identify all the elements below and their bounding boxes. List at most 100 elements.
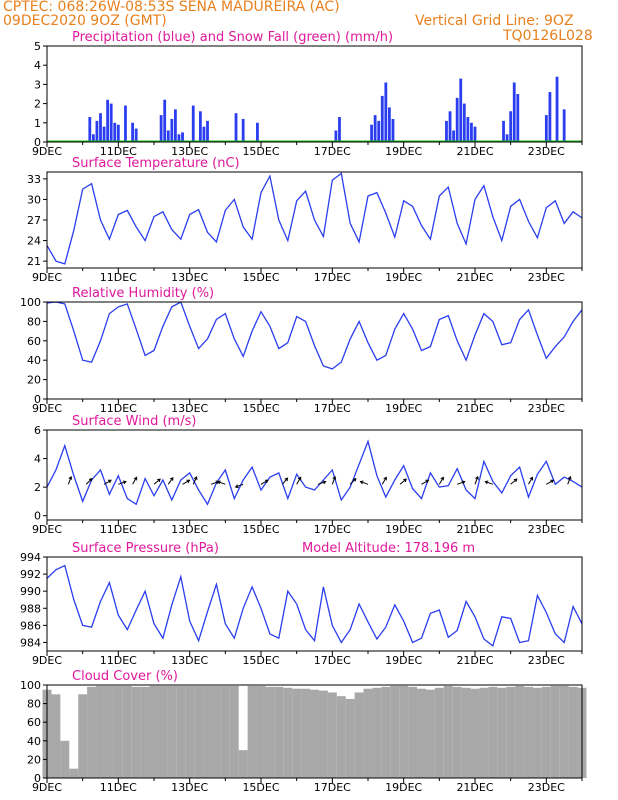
y-tick-label: 80 [27, 315, 41, 328]
cloud-bar [274, 686, 284, 778]
y-tick-label: 990 [20, 585, 41, 598]
precip-bar [384, 82, 388, 142]
cloud-bar [470, 688, 480, 778]
precip-bar [373, 115, 377, 142]
cloud-bar [194, 685, 204, 778]
cloud-bar [479, 687, 489, 778]
x-tick-label: 19DEC [385, 402, 422, 415]
cloud-bar [399, 685, 409, 778]
precip-bar [174, 109, 177, 142]
wind-arrow [260, 479, 269, 485]
y-tick-label: 0 [34, 136, 41, 149]
cloud-bar [327, 692, 337, 778]
cloud-bar [113, 685, 123, 778]
precip-bar [502, 120, 505, 142]
x-tick-label: 21DEC [456, 781, 493, 794]
cloud-bar [310, 689, 319, 778]
cloud-bar [140, 686, 150, 778]
wind-arrow-head [193, 476, 198, 481]
wind-arrow-head [322, 480, 327, 485]
x-tick-label: 17DEC [314, 402, 351, 415]
x-tick-label: 11DEC [100, 402, 137, 415]
x-tick-label: 19DEC [385, 145, 422, 158]
precip-bar [256, 122, 259, 142]
precip-bar [191, 105, 195, 142]
model-altitude: Model Altitude: 178.196 m [302, 541, 475, 556]
cloud-bar [211, 685, 221, 778]
wind-arrow-head [513, 478, 518, 483]
x-tick-label: 15DEC [242, 402, 279, 415]
cloud-bar [363, 688, 373, 778]
cloud-bar [434, 687, 444, 778]
x-tick-label: 11DEC [100, 654, 137, 667]
cloud-bar [390, 685, 400, 778]
wind-arrow [282, 477, 288, 485]
wind-arrow [192, 476, 198, 485]
wind-arrow [296, 477, 302, 485]
precip-bar [109, 103, 113, 142]
cloud-bar [452, 686, 462, 778]
wind-arrow [381, 477, 387, 485]
x-tick-label: 13DEC [171, 654, 208, 667]
x-tick-label: 15DEC [242, 271, 279, 284]
y-tick-label: 0 [34, 393, 41, 406]
wind-arrow-head [133, 476, 138, 481]
precip-bar [388, 107, 391, 142]
wind-arrow-head [359, 480, 364, 485]
cloud-bar [122, 685, 132, 778]
x-tick-label: 13DEC [171, 402, 208, 415]
cloud-bar [541, 686, 551, 778]
wind-arrow [438, 477, 444, 485]
precip-bar [544, 115, 548, 142]
precip-bar [95, 120, 99, 142]
precip-bar [106, 99, 110, 142]
cloud-bar [550, 685, 560, 778]
precip-bar [338, 117, 341, 142]
cloud-bar [532, 687, 542, 778]
wind-arrow-head [122, 480, 127, 485]
precip-bar [99, 113, 102, 142]
y-tick-label: 994 [20, 551, 41, 564]
precip-bar [134, 128, 138, 142]
cloud-bar [51, 694, 61, 778]
wind-arrow [317, 481, 326, 485]
panel-title: Precipitation (blue) and Snow Fall (gree… [72, 30, 393, 45]
precip-bar [452, 130, 455, 142]
y-tick-label: 80 [27, 698, 41, 711]
y-tick-label: 2 [34, 481, 41, 494]
y-tick-label: 27 [27, 214, 41, 227]
precip-bar [241, 118, 245, 142]
header-code: TQ0126L028 [503, 28, 593, 44]
x-tick-label: 17DEC [314, 145, 351, 158]
cloud-bar [345, 698, 355, 778]
y-tick-label: 0 [34, 510, 41, 523]
y-tick-label: 986 [20, 619, 41, 632]
cloud-bar [524, 686, 533, 778]
wind-arrow-head [169, 476, 174, 481]
cloud-bar [497, 687, 507, 778]
cloud-bar [443, 685, 453, 778]
wind-arrow-head [352, 477, 357, 482]
wind-arrow [182, 479, 190, 485]
x-tick-label: 23DEC [528, 523, 565, 536]
panel-frame [46, 301, 583, 400]
cloud-bar [318, 690, 328, 778]
precip-bar [370, 124, 373, 142]
cloud-bar [283, 687, 293, 778]
x-tick-label: 19DEC [385, 523, 422, 536]
x-tick-label: 17DEC [314, 271, 351, 284]
wind-arrow [118, 481, 127, 485]
wind-arrow [217, 481, 226, 485]
x-tick-label: 9DEC [32, 145, 62, 158]
wind-arrow [103, 479, 112, 485]
panel-title: Relative Humidity (%) [72, 286, 214, 301]
y-tick-label: 20 [27, 374, 41, 387]
cloud-bar [506, 686, 516, 778]
series-line [46, 301, 583, 370]
x-tick-label: 17DEC [314, 654, 351, 667]
y-tick-label: 992 [20, 568, 41, 581]
wind-arrow-head [475, 475, 479, 480]
x-tick-label: 21DEC [456, 402, 493, 415]
wind-arrow-head [383, 476, 387, 481]
precip-bar [91, 134, 95, 142]
